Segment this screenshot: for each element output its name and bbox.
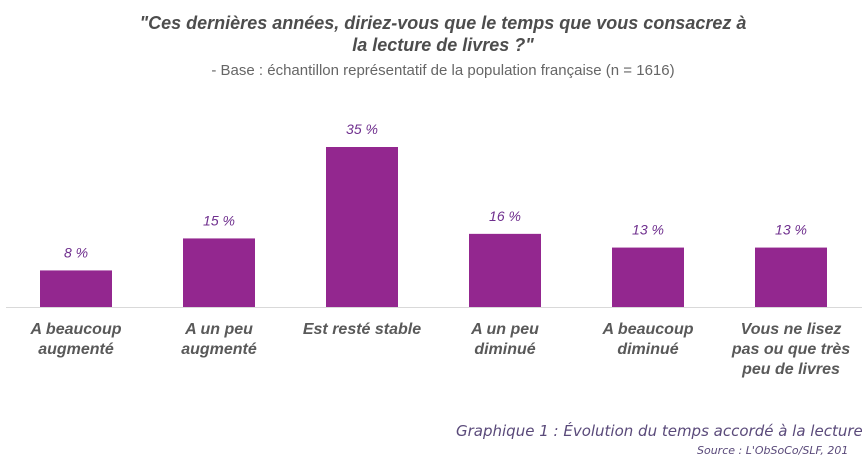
bar [612,247,684,307]
x-tick-label: Vous ne lisez pas ou que très peu de livre… [731,321,850,378]
chart-subtitle: - Base : échantillon représentatif de la… [211,62,675,79]
x-tick-label: A beaucoup augmenté [30,321,122,358]
x-tick-label-line: A beaucoup [602,321,694,338]
bar [326,147,398,307]
data-label: 15 % [203,212,235,228]
x-tick-label-line: A un peu [184,321,253,338]
x-tick-label: A un peu diminué [470,321,539,358]
figure-source: Source : L'ObSoCo/SLF, 201 [697,444,849,457]
x-tick-label-line: diminué [617,341,678,358]
x-tick-label-line: peu de livres [741,361,840,378]
chart-title-line-2: la lecture de livres ?" [352,35,534,55]
data-label: 35 % [346,121,378,137]
data-label: 16 % [489,208,521,224]
x-tick-label: Est resté stable [303,321,421,338]
data-label: 8 % [64,244,88,260]
x-tick-label-line: pas ou que très [731,341,850,358]
bar [469,233,541,307]
x-tick-label-line: Vous ne lisez [741,321,842,338]
bar [755,247,827,307]
bar [40,270,112,307]
bar [183,238,255,307]
x-tick-label-line: A un peu [470,321,539,338]
x-tick-label-line: augmenté [38,341,114,358]
x-tick-label: A beaucoup diminué [602,321,694,358]
x-tick-label-line: diminué [474,341,535,358]
x-tick-label: A un peu augmenté [181,321,257,358]
x-tick-label-line: augmenté [181,341,257,358]
chart-title-line-1: "Ces dernières années, diriez-vous que l… [139,13,747,33]
figure-caption: Graphique 1 : Évolution du temps accordé… [456,422,862,440]
data-label: 13 % [632,222,664,238]
x-tick-label-line: A beaucoup [30,321,122,338]
x-tick-label-line: Est resté stable [303,321,421,338]
data-label: 13 % [775,222,807,238]
